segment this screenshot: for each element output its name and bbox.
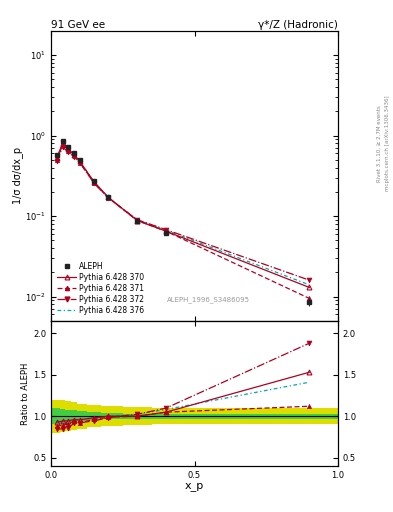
Text: γ*/Z (Hadronic): γ*/Z (Hadronic) <box>258 20 338 30</box>
Y-axis label: Ratio to ALEPH: Ratio to ALEPH <box>21 362 30 424</box>
Text: mcplots.cern.ch [arXiv:1306.3436]: mcplots.cern.ch [arXiv:1306.3436] <box>385 96 389 191</box>
Legend: ALEPH, Pythia 6.428 370, Pythia 6.428 371, Pythia 6.428 372, Pythia 6.428 376: ALEPH, Pythia 6.428 370, Pythia 6.428 37… <box>55 260 147 317</box>
Text: ALEPH_1996_S3486095: ALEPH_1996_S3486095 <box>167 296 250 304</box>
Text: 91 GeV ee: 91 GeV ee <box>51 20 105 30</box>
Y-axis label: 1/σ dσ/dx_p: 1/σ dσ/dx_p <box>12 147 23 204</box>
X-axis label: x_p: x_p <box>185 481 204 491</box>
Text: Rivet 3.1.10, ≥ 2.7M events: Rivet 3.1.10, ≥ 2.7M events <box>377 105 382 182</box>
